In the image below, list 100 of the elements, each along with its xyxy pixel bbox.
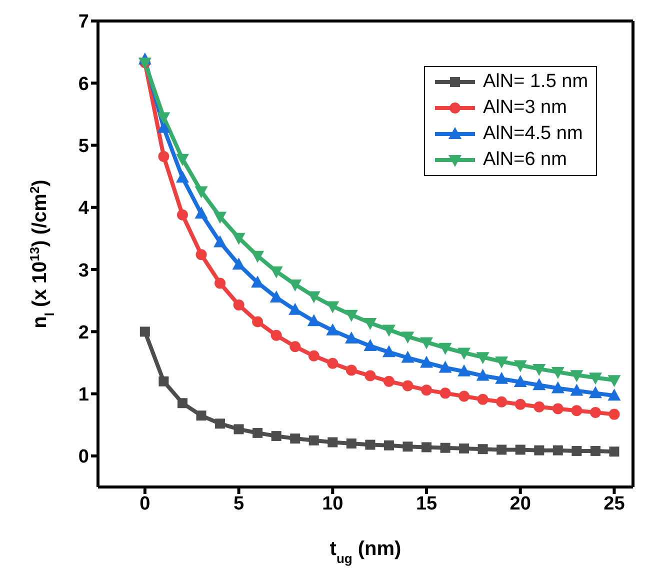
point	[308, 350, 320, 362]
y-tick-label: 0	[78, 446, 89, 468]
point	[307, 314, 320, 326]
point	[382, 345, 396, 358]
point	[214, 212, 227, 224]
point	[308, 435, 319, 446]
y-tick-label: 3	[78, 260, 89, 282]
point	[532, 364, 546, 376]
point	[440, 442, 450, 453]
legend-label: AlN=6 nm	[483, 149, 567, 171]
point	[608, 408, 620, 420]
point	[196, 249, 207, 260]
point	[438, 342, 452, 355]
point	[420, 337, 434, 350]
x-tick-label: 10	[322, 493, 344, 514]
point	[214, 235, 227, 248]
point	[344, 332, 358, 344]
point	[421, 384, 432, 396]
point	[514, 360, 527, 372]
point	[590, 406, 601, 418]
point	[534, 401, 545, 412]
point	[344, 310, 358, 322]
y-tick-label: 2	[78, 322, 89, 344]
point	[176, 209, 188, 220]
point	[365, 440, 376, 450]
point	[438, 360, 452, 373]
point	[252, 428, 263, 438]
point	[496, 444, 507, 455]
point	[552, 403, 564, 414]
point	[514, 374, 527, 387]
point	[251, 250, 264, 263]
point	[364, 370, 376, 382]
point	[328, 437, 338, 448]
point	[194, 186, 208, 198]
y-tick-label: 4	[78, 198, 90, 220]
point	[290, 341, 301, 352]
point	[570, 384, 584, 396]
point	[551, 381, 564, 394]
point	[232, 258, 246, 270]
point	[196, 410, 206, 421]
point	[420, 356, 434, 368]
point	[177, 398, 188, 408]
point	[288, 279, 302, 292]
point	[271, 431, 282, 442]
point	[422, 442, 432, 452]
x-tick-label: 5	[234, 493, 244, 514]
point	[571, 405, 582, 416]
point	[440, 388, 451, 399]
x-axis-title: t$_{ug}$ (nm)	[330, 538, 402, 566]
point	[532, 378, 546, 390]
point	[364, 318, 377, 330]
point	[514, 398, 526, 410]
point	[176, 154, 189, 166]
x-tick-label: 15	[416, 493, 438, 514]
point	[534, 445, 544, 456]
point	[158, 150, 170, 162]
point	[458, 390, 470, 402]
point	[459, 443, 470, 454]
point	[495, 356, 508, 368]
point	[326, 323, 340, 336]
point	[176, 170, 189, 183]
point	[234, 424, 244, 434]
legend-label: AlN=4.5 nm	[483, 123, 583, 145]
point	[382, 324, 396, 337]
y-tick-label: 1	[78, 384, 90, 406]
point	[608, 375, 621, 388]
point	[288, 302, 302, 315]
point	[572, 446, 582, 456]
y-tick-label: 5	[78, 136, 90, 158]
point	[495, 372, 508, 384]
point	[552, 445, 563, 456]
legend-label: AlN= 1.5 nm	[483, 71, 588, 93]
point	[588, 372, 602, 385]
point	[401, 350, 414, 363]
point	[477, 394, 488, 405]
point	[290, 434, 300, 444]
point	[140, 326, 150, 337]
point	[496, 396, 508, 408]
point	[232, 232, 246, 245]
point	[194, 206, 208, 219]
point	[346, 438, 356, 449]
point	[476, 368, 490, 381]
point	[590, 446, 600, 456]
point	[157, 112, 170, 124]
point	[384, 440, 394, 450]
point	[478, 444, 488, 454]
point	[383, 376, 394, 387]
point	[570, 370, 584, 382]
point	[214, 278, 226, 289]
y-tick-label: 6	[78, 74, 89, 95]
point	[402, 380, 414, 392]
point	[609, 446, 620, 457]
point	[270, 330, 282, 341]
y-tick-label: 7	[78, 12, 89, 33]
x-tick-label: 0	[140, 493, 150, 514]
point	[515, 444, 526, 455]
point	[588, 386, 602, 398]
point	[215, 418, 226, 429]
point	[608, 388, 621, 401]
point	[551, 367, 564, 380]
